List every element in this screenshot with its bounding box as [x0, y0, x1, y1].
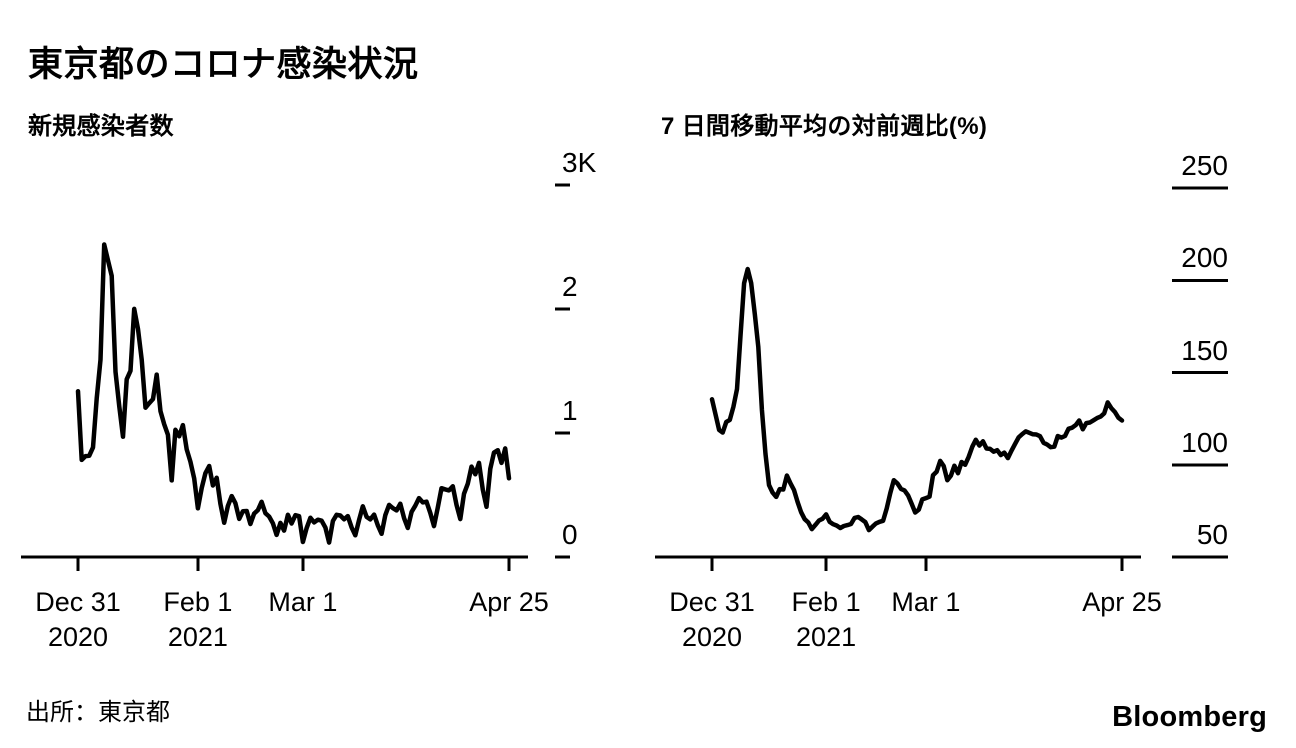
y-axis-label: 150 [1181, 334, 1228, 366]
x-axis-label: Feb 1 2021 [163, 587, 233, 652]
x-axis-label: Dec 31 2020 [669, 587, 755, 652]
x-axis-label: Mar 1 [268, 587, 338, 617]
x-axis-label: Dec 31 2020 [35, 587, 121, 652]
x-axis-label: Mar 1 [891, 587, 961, 617]
source-note: 出所：東京都 [26, 699, 170, 726]
y-axis-label: 2 [562, 271, 578, 302]
y-axis-label: 50 [1196, 519, 1228, 550]
x-axis-label: Feb 1 2021 [791, 587, 861, 652]
chart-subtitle-wow-ratio: 7 日間移動平均の対前週比(%) [661, 113, 988, 140]
chart-subtitle-new-cases: 新規感染者数 [28, 113, 174, 140]
y-axis-label: 250 [1181, 150, 1228, 181]
y-axis-label: 1 [562, 395, 578, 426]
y-axis-label: 0 [562, 519, 578, 550]
x-axis-label: Apr 25 [1082, 587, 1162, 617]
series-line-wow-ratio [709, 266, 1125, 533]
y-axis-label: 3K [562, 147, 597, 178]
bloomberg-logo: Bloomberg [1112, 701, 1267, 733]
x-axis-label: Apr 25 [469, 587, 549, 617]
page-title: 東京都のコロナ感染状況 [28, 45, 419, 84]
series-line-new-cases [75, 242, 512, 545]
y-axis-label: 200 [1181, 242, 1228, 274]
y-axis-label: 100 [1181, 426, 1228, 458]
